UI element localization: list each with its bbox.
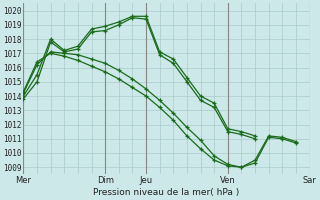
X-axis label: Pression niveau de la mer( hPa ): Pression niveau de la mer( hPa ): [93, 188, 240, 197]
